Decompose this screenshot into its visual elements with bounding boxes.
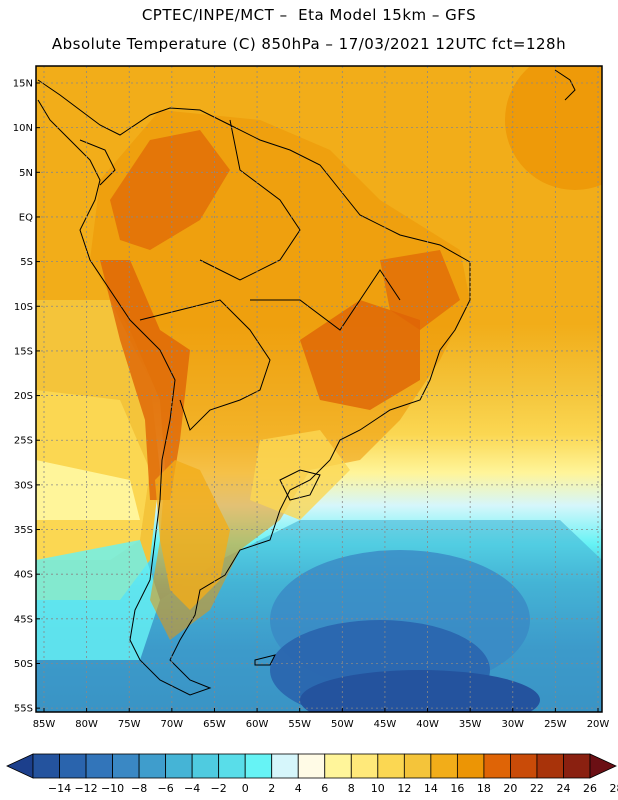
lat-tick-label: 20S bbox=[14, 391, 33, 402]
lat-tick-label: 5N bbox=[19, 168, 33, 179]
lon-tick-label: 85W bbox=[33, 719, 56, 730]
gridlines bbox=[36, 66, 602, 712]
lon-tick-label: 45W bbox=[374, 719, 397, 730]
colorbar-label: 8 bbox=[348, 782, 355, 795]
lat-tick-label: 35S bbox=[14, 525, 33, 536]
colorbar-label: 2 bbox=[268, 782, 275, 795]
colorbar-swatch bbox=[483, 753, 511, 779]
lon-tick-label: 50W bbox=[331, 719, 354, 730]
latitude-labels: 15N 10N 5N EQ 5S 10S 15S 20S 25S 30S 35S 40S 45S 50S 5… bbox=[13, 79, 40, 715]
temperature-field bbox=[36, 66, 602, 712]
lat-tick-label: 15S bbox=[14, 346, 33, 357]
colorbar bbox=[6, 753, 617, 779]
colorbar-swatch bbox=[218, 753, 246, 779]
lat-tick-label: 45S bbox=[14, 614, 33, 625]
colorbar-swatch bbox=[165, 753, 193, 779]
chart-subtitle: Absolute Temperature (C) 850hPa – 17/03/… bbox=[51, 35, 567, 53]
lat-tick-label: 5S bbox=[20, 257, 33, 268]
lon-tick-label: 80W bbox=[75, 719, 98, 730]
colorbar-labels: −14 −12 −10 −8 −6 −4 −2 0 2 4 6 8 10 12 14 16 18 20 22 24 26… bbox=[48, 782, 618, 795]
lat-tick-label: 15N bbox=[13, 79, 33, 90]
lon-tick-label: 60W bbox=[246, 719, 269, 730]
lon-tick-label: 25W bbox=[544, 719, 567, 730]
lon-tick-label: 40W bbox=[416, 719, 439, 730]
lon-tick-label: 55W bbox=[288, 719, 311, 730]
colorbar-label: −4 bbox=[184, 782, 200, 795]
colorbar-swatch bbox=[297, 753, 326, 779]
colorbar-swatch bbox=[244, 753, 273, 779]
colorbar-label: 22 bbox=[530, 782, 544, 795]
colorbar-label: −10 bbox=[101, 782, 124, 795]
colorbar-label: 16 bbox=[450, 782, 464, 795]
colorbar-swatch bbox=[536, 753, 564, 779]
colorbar-swatch bbox=[191, 753, 220, 779]
colorbar-label: 6 bbox=[321, 782, 328, 795]
lon-tick-label: 65W bbox=[203, 719, 226, 730]
lat-tick-label: 25S bbox=[14, 436, 33, 447]
colorbar-label: 4 bbox=[295, 782, 302, 795]
lon-tick-label: 35W bbox=[459, 719, 482, 730]
colorbar-swatch bbox=[32, 753, 60, 779]
colorbar-swatch bbox=[324, 753, 352, 779]
colorbar-swatch bbox=[430, 753, 458, 779]
colorbar-swatch bbox=[456, 753, 485, 779]
colorbar-label: 14 bbox=[424, 782, 438, 795]
lon-tick-label: 30W bbox=[501, 719, 524, 730]
colorbar-swatch bbox=[377, 753, 405, 779]
lat-tick-label: 40S bbox=[14, 570, 33, 581]
map-frame bbox=[35, 65, 603, 713]
lat-tick-label: 10S bbox=[14, 302, 33, 313]
colorbar-swatch bbox=[59, 753, 87, 779]
colorbar-label: 12 bbox=[397, 782, 411, 795]
colorbar-label: 18 bbox=[477, 782, 491, 795]
colorbar-swatch bbox=[403, 753, 432, 779]
colorbar-label: 20 bbox=[503, 782, 517, 795]
colorbar-label: −2 bbox=[211, 782, 227, 795]
colorbar-label: −12 bbox=[74, 782, 97, 795]
lat-tick-label: 10N bbox=[13, 123, 33, 134]
colorbar-label: −14 bbox=[48, 782, 71, 795]
colorbar-label: 10 bbox=[371, 782, 385, 795]
colorbar-swatch bbox=[350, 753, 379, 779]
chart-title: CPTEC/INPE/MCT – Eta Model 15km – GFS bbox=[141, 6, 477, 24]
lat-tick-label: 30S bbox=[14, 480, 33, 491]
colorbar-swatch bbox=[85, 753, 113, 779]
coastline bbox=[37, 69, 576, 696]
colorbar-swatch bbox=[138, 753, 167, 779]
lon-tick-label: 75W bbox=[118, 719, 141, 730]
colorbar-max-arrow bbox=[589, 753, 617, 779]
lat-tick-label: 50S bbox=[14, 659, 33, 670]
colorbar-label: −6 bbox=[158, 782, 174, 795]
lon-tick-label: 70W bbox=[161, 719, 184, 730]
colorbar-label: 28 bbox=[610, 782, 618, 795]
lat-tick-label: 55S bbox=[14, 704, 33, 715]
colorbar-min-arrow bbox=[6, 753, 34, 779]
colorbar-swatch bbox=[112, 753, 140, 779]
colorbar-swatch bbox=[271, 753, 299, 779]
colorbar-label: 24 bbox=[556, 782, 570, 795]
longitude-labels: 85W 80W 75W 70W 65W 60W 55W 50W 45W 40W 35W 30W 25W 2… bbox=[33, 708, 610, 730]
lon-tick-label: 20W bbox=[587, 719, 610, 730]
colorbar-swatch bbox=[510, 753, 538, 779]
colorbar-label: −8 bbox=[131, 782, 147, 795]
colorbar-label: 26 bbox=[583, 782, 597, 795]
colorbar-label: 0 bbox=[242, 782, 249, 795]
lat-tick-label: EQ bbox=[19, 212, 33, 223]
colorbar-swatch bbox=[563, 753, 591, 779]
